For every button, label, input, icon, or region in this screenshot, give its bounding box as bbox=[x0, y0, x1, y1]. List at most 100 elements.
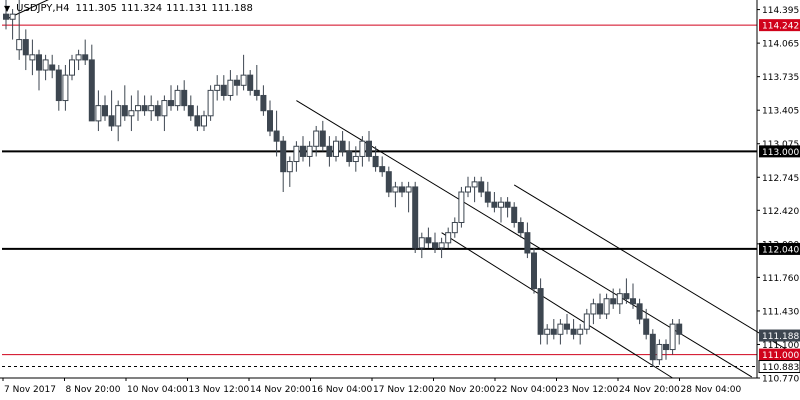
x-tick-label: 16 Nov 04:00 bbox=[312, 385, 373, 395]
candle-body bbox=[531, 252, 537, 290]
candle-body bbox=[577, 328, 584, 335]
candle-body bbox=[405, 186, 412, 193]
candle-body bbox=[293, 145, 300, 163]
candle-body bbox=[385, 171, 392, 193]
candle-body bbox=[260, 94, 267, 112]
candle-body bbox=[88, 59, 95, 122]
level-3-tag bbox=[759, 348, 800, 361]
candle-body bbox=[465, 186, 471, 193]
candle-body bbox=[42, 59, 49, 71]
candle-body bbox=[524, 232, 531, 254]
y-tick-label: 112.420 bbox=[762, 207, 799, 217]
y-tick-label: 111.430 bbox=[762, 307, 799, 317]
x-tick-label: 28 Nov 04:00 bbox=[681, 385, 742, 395]
candle-body bbox=[280, 140, 287, 173]
dashed-level-tag bbox=[758, 360, 800, 374]
candle-body bbox=[36, 54, 42, 71]
candle-body bbox=[326, 145, 333, 157]
candle-body bbox=[141, 105, 148, 112]
candle-body bbox=[3, 13, 9, 20]
candle-body bbox=[451, 222, 458, 234]
candle-body bbox=[412, 186, 419, 249]
x-tick-label: 22 Nov 04:00 bbox=[496, 385, 557, 395]
candle-body bbox=[557, 323, 564, 335]
candle-body bbox=[313, 130, 320, 147]
current-price-label: 111.188 bbox=[762, 332, 799, 342]
level-3-label: 111.000 bbox=[762, 351, 799, 361]
candle-body bbox=[484, 191, 491, 203]
candle-body bbox=[399, 186, 405, 193]
open-value: 111.305 bbox=[75, 3, 117, 14]
candle-body bbox=[663, 343, 669, 351]
candle-body bbox=[392, 186, 399, 193]
candle-body bbox=[432, 242, 438, 249]
trend-line-3 bbox=[441, 232, 673, 379]
candle-body bbox=[339, 140, 346, 152]
ohlc-readout: 111.305 111.324 111.131 111.188 bbox=[75, 3, 252, 14]
candle-body bbox=[597, 303, 603, 315]
candle-body bbox=[636, 303, 643, 320]
candle-body bbox=[154, 105, 161, 117]
candle-body bbox=[504, 201, 511, 208]
candle-body bbox=[425, 237, 432, 244]
low-value: 111.131 bbox=[166, 3, 208, 14]
x-tick-label: 17 Nov 12:00 bbox=[373, 385, 434, 395]
candle-body bbox=[603, 298, 610, 315]
y-tick-label: 114.395 bbox=[762, 6, 799, 16]
candle-body bbox=[359, 140, 366, 157]
candle-body bbox=[29, 54, 36, 61]
candle-body bbox=[517, 222, 524, 234]
current-price-tag bbox=[759, 329, 800, 342]
candle-body bbox=[352, 155, 359, 163]
x-tick-label: 8 Nov 20:00 bbox=[66, 385, 121, 395]
dashed-level-label: 110.883 bbox=[762, 363, 799, 373]
candle-body bbox=[511, 206, 518, 224]
candle-body bbox=[95, 105, 102, 122]
chart-header: ▼ USDJPY,H4 111.305 111.324 111.131 111.… bbox=[4, 3, 253, 14]
candle-body bbox=[564, 323, 570, 330]
candle-body bbox=[128, 110, 135, 117]
symbol-label: USDJPY,H4 bbox=[16, 3, 70, 14]
x-tick-label: 7 Nov 2017 bbox=[4, 385, 56, 395]
candle-body bbox=[333, 140, 339, 157]
candle-body bbox=[168, 100, 174, 107]
candle-body bbox=[240, 74, 247, 86]
candle-body bbox=[319, 130, 326, 147]
candle-body bbox=[649, 333, 656, 361]
high-value: 111.324 bbox=[120, 3, 163, 14]
y-tick-label: 111.100 bbox=[762, 341, 799, 351]
candle-body bbox=[630, 298, 636, 305]
candle-body bbox=[550, 328, 557, 335]
candle-body bbox=[366, 140, 372, 157]
candle-body bbox=[161, 100, 168, 117]
candle-body bbox=[181, 89, 188, 107]
candle-body bbox=[108, 115, 115, 127]
trend-line-0 bbox=[5, 0, 49, 20]
y-tick-label: 112.745 bbox=[762, 174, 799, 184]
candle-body bbox=[62, 74, 69, 102]
candle-body bbox=[267, 110, 273, 132]
triangle-down-icon[interactable]: ▼ bbox=[4, 4, 11, 13]
x-tick-label: 23 Nov 12:00 bbox=[558, 385, 619, 395]
candle-body bbox=[676, 323, 683, 335]
close-value: 111.188 bbox=[211, 3, 253, 14]
candle-body bbox=[458, 191, 465, 224]
trend-line-1 bbox=[296, 100, 753, 378]
candle-body bbox=[491, 201, 498, 208]
candle-body bbox=[623, 293, 630, 300]
x-tick-label: 14 Nov 20:00 bbox=[250, 385, 311, 395]
candle-body bbox=[16, 39, 23, 51]
candle-body bbox=[201, 115, 207, 127]
level-0-label: 114.242 bbox=[762, 22, 799, 32]
candle-body bbox=[9, 13, 16, 20]
candle-body bbox=[75, 54, 82, 61]
candle-body bbox=[537, 288, 544, 335]
trend-line-2 bbox=[513, 184, 800, 359]
candle-body bbox=[82, 54, 89, 61]
candle-body bbox=[247, 74, 254, 91]
candle-body bbox=[194, 115, 201, 127]
level-2-tag bbox=[759, 242, 800, 255]
candle-body bbox=[445, 232, 452, 244]
